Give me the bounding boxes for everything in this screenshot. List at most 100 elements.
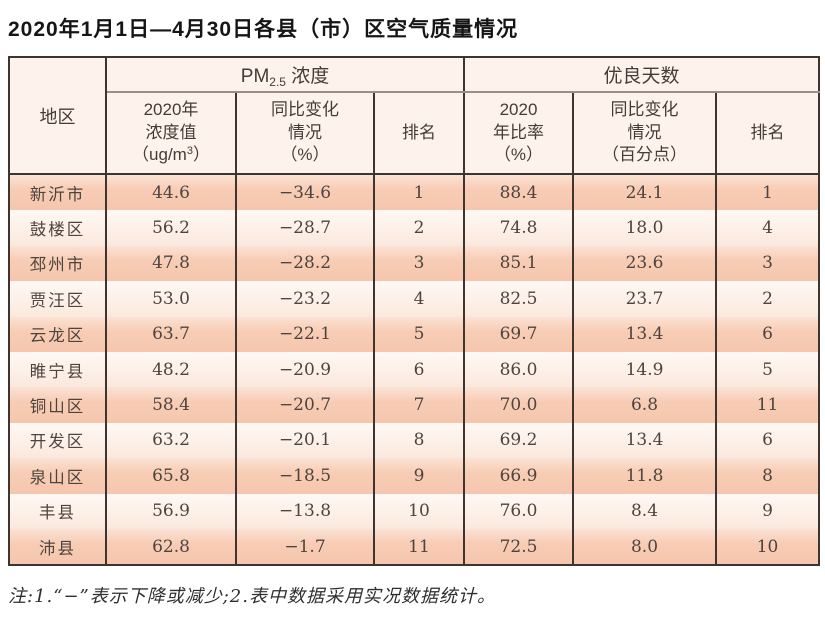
pm-rank-cell: 11 [373,528,465,566]
region-cell: 新沂市 [8,174,107,211]
column-header-days-change: 同比变化 情况 （百分点） [572,92,717,175]
pm-change-unit: （%） [280,145,330,165]
footnote: 注:1.“−”表示下降或减少;2.表中数据采用实况数据统计。 [8,586,496,608]
page-title: 2020年1月1日—4月30日各县（市）区空气质量情况 [8,18,519,41]
days-change-cell: 24.1 [572,174,717,211]
pm-value-cell: 56.2 [105,210,237,246]
pm-change-cell: −18.5 [235,458,375,494]
pm-change-cell: −20.9 [235,351,375,388]
days-change-cell: 6.8 [572,387,717,423]
pm-unit-open: （ug/m [132,145,187,165]
pm-value-cell: 53.0 [105,281,237,317]
header-group-row: 地区 PM2.5 浓度 优良天数 [8,57,821,175]
pm-value-cell: 63.2 [105,422,237,459]
days-rate-unit: （%） [493,145,544,165]
region-cell: 开发区 [8,422,107,459]
pm-rank-cell: 5 [373,316,465,352]
days-rate-cell: 69.2 [463,422,574,459]
days-rank-label: 排名 [750,122,785,142]
days-rank-cell: 6 [714,316,821,352]
pm-value-cell: 44.6 [105,174,237,211]
days-rate-cell: 69.7 [463,316,574,352]
pm-value-cell: 65.8 [105,458,237,494]
pm-rank-cell: 3 [373,245,465,282]
pm-value-cell: 48.2 [105,351,237,388]
pm-value-cell: 63.7 [105,316,237,352]
table-header: 地区 PM2.5 浓度 优良天数 2020年 浓度值 （ug/m3） 同比变化 … [8,57,821,175]
region-cell: 睢宁县 [8,351,107,388]
pm-rank-cell: 7 [373,387,465,423]
days-change-cell: 8.0 [572,528,717,566]
region-header-label: 地区 [39,106,76,127]
column-group-pm25: PM2.5 浓度 [105,57,465,93]
column-header-region: 地区 [8,57,107,175]
table-row: 新沂市 44.6 −34.6 1 88.4 24.1 1 [8,174,821,211]
region-cell: 铜山区 [8,387,107,423]
table-row: 铜山区 58.4 −20.7 7 70.0 6.8 11 [8,387,821,423]
pm-change-line2: 情况 [288,122,322,142]
pm-unit-close: ） [192,145,210,165]
region-cell: 丰县 [8,493,107,529]
days-change-cell: 18.0 [572,210,717,246]
region-cell: 贾汪区 [8,281,107,317]
days-rank-cell: 1 [714,174,821,211]
pm-change-cell: −13.8 [235,493,375,529]
days-rate-cell: 72.5 [463,528,574,566]
pm-change-cell: −20.7 [235,387,375,423]
days-change-line2: 情况 [627,122,662,142]
region-cell: 云龙区 [8,316,107,352]
region-cell: 邳州市 [8,245,107,282]
pm-value-line2: 浓度值 [145,122,197,142]
pm-rank-cell: 6 [373,351,465,388]
table-row: 沛县 62.8 −1.7 11 72.5 8.0 10 [8,528,821,566]
pm-change-cell: −20.1 [235,422,375,459]
days-rank-cell: 5 [714,351,821,388]
days-change-line1: 同比变化 [610,99,679,119]
pm-unit-superscript: 3 [186,145,193,158]
days-rank-cell: 6 [714,422,821,459]
pm-change-cell: −1.7 [235,528,375,566]
days-rank-cell: 3 [714,245,821,282]
days-change-cell: 13.4 [572,316,717,352]
pm-value-cell: 47.8 [105,245,237,282]
days-rate-cell: 86.0 [463,351,574,388]
days-rate-line2: 年比率 [493,122,544,142]
pm-change-cell: −23.2 [235,281,375,317]
days-change-unit: （百分点） [602,145,687,165]
days-rank-cell: 2 [714,281,821,317]
table-row: 贾汪区 53.0 −23.2 4 82.5 23.7 2 [8,281,821,317]
pm-label: PM [240,65,270,87]
days-rate-cell: 76.0 [463,493,574,529]
days-rate-line1: 2020 [499,99,538,119]
days-rate-cell: 74.8 [463,210,574,246]
days-rate-cell: 66.9 [463,458,574,494]
column-header-pm-value: 2020年 浓度值 （ug/m3） [105,92,237,175]
region-cell: 沛县 [8,528,107,566]
column-header-pm-rank: 排名 [373,92,465,175]
pm-value-cell: 58.4 [105,387,237,423]
table-row: 云龙区 63.7 −22.1 5 69.7 13.4 6 [8,316,821,352]
pm-rank-cell: 10 [373,493,465,529]
days-rate-cell: 70.0 [463,387,574,423]
table-row: 鼓楼区 56.2 −28.7 2 74.8 18.0 4 [8,210,821,246]
pm-change-cell: −28.7 [235,210,375,246]
region-cell: 泉山区 [8,458,107,494]
column-header-pm-change: 同比变化 情况 （%） [235,92,375,175]
pm-change-cell: −28.2 [235,245,375,282]
good-days-label: 优良天数 [603,66,680,87]
pm-value-line1: 2020年 [143,99,199,119]
days-change-cell: 23.7 [572,281,717,317]
days-rank-cell: 4 [714,210,821,246]
table-row: 丰县 56.9 −13.8 10 76.0 8.4 9 [8,493,821,529]
pm-subscript: 2.5 [269,74,286,89]
pm-value-cell: 62.8 [105,528,237,566]
pm-rank-label: 排名 [402,122,436,142]
region-cell: 鼓楼区 [8,210,107,246]
days-change-cell: 11.8 [572,458,717,494]
pm-value-cell: 56.9 [105,493,237,529]
pm-change-cell: −34.6 [235,174,375,211]
column-header-days-rate: 2020 年比率 （%） [463,92,574,175]
pm-rank-cell: 9 [373,458,465,494]
days-rank-cell: 10 [714,528,821,566]
